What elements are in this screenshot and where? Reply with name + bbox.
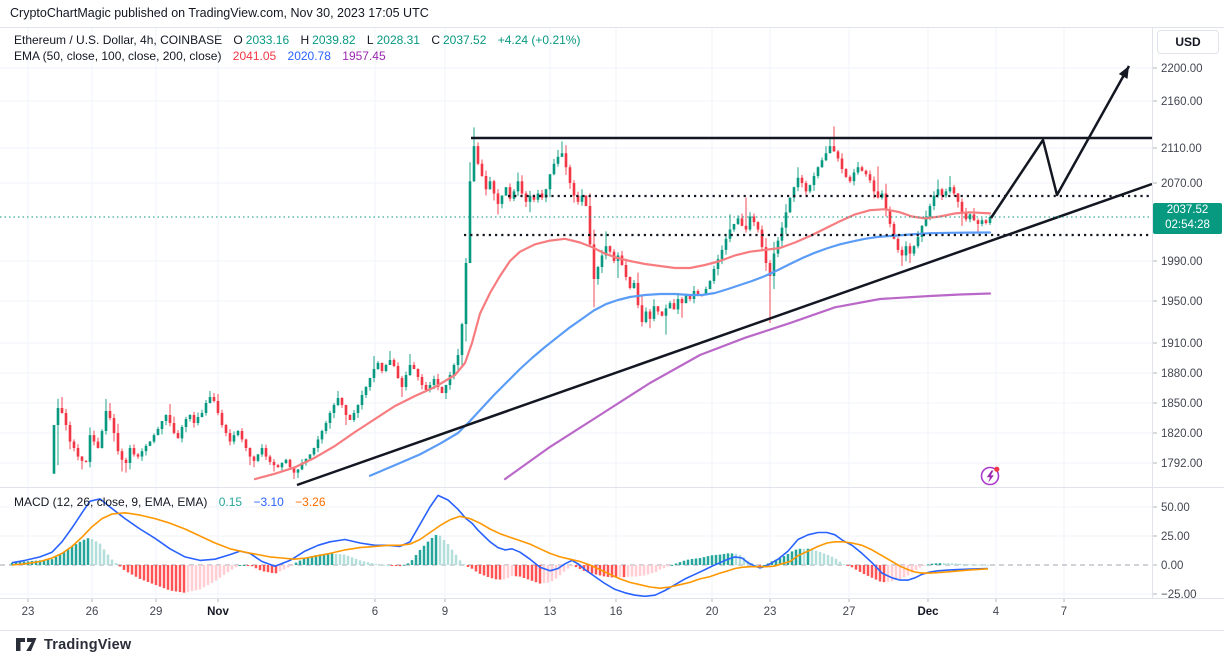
ema100-line	[368, 231, 992, 477]
price-axis[interactable]: 2200.00 2160.00 2110.00 2070.00 1990.00 1950.…	[1152, 63, 1203, 601]
axis-tick-label: 2160.00	[1161, 96, 1203, 108]
axis-tick-label: 1820.00	[1161, 428, 1203, 440]
axis-tick-label: 1880.00	[1161, 368, 1203, 380]
ohlc-h-value: 2039.82	[312, 33, 356, 47]
footer-bar: TradingView	[0, 630, 1224, 657]
price-axis-divider	[1152, 28, 1153, 598]
time-tick-label: 27	[843, 606, 856, 618]
time-tick-label: Nov	[207, 606, 229, 618]
time-axis-divider	[0, 598, 1224, 599]
axis-tick-label: 1792.00	[1161, 458, 1203, 470]
ohlc-o-value: 2033.16	[245, 33, 290, 47]
time-tick-label: 26	[86, 606, 99, 618]
axis-tick-label: 2070.00	[1161, 178, 1203, 190]
macd-line-value: −3.10	[253, 495, 284, 509]
ohlc-l-value: 2028.31	[376, 33, 420, 47]
axis-tick-label: 2110.00	[1161, 143, 1202, 155]
time-tick-label: 23	[764, 606, 777, 618]
ohlc-c-value: 2037.52	[443, 33, 487, 47]
macd-line	[11, 494, 989, 597]
ema100-value: 2020.78	[287, 49, 331, 63]
currency-scale-button[interactable]: USD	[1157, 30, 1219, 54]
ohlc-o-label: O	[233, 33, 243, 47]
publish-header: CryptoChartMagic published on TradingVie…	[10, 6, 429, 20]
axis-tick-label: 1990.00	[1161, 256, 1203, 268]
axis-tick-label: 1850.00	[1161, 398, 1203, 410]
time-tick-label: 4	[993, 606, 1000, 618]
time-tick-label: 23	[22, 606, 35, 618]
ohlc-change: +4.24 (+0.21%)	[497, 33, 581, 47]
macd-hist-value: 0.15	[218, 495, 243, 509]
symbol-legend: Ethereum / U.S. Dollar, 4h, COINBASE O 20…	[14, 33, 580, 47]
header-divider	[0, 27, 1224, 28]
pane-divider[interactable]	[0, 487, 1224, 488]
time-tick-label: 7	[1061, 606, 1067, 618]
axis-tick-label: 50.00	[1161, 502, 1190, 514]
projection-arrowhead	[1118, 66, 1129, 79]
macd-signal-value: −3.26	[295, 495, 326, 509]
macd-signal-line	[11, 511, 989, 589]
reaction-lightning-icon[interactable]	[980, 466, 1000, 486]
ohlc-h-label: H	[300, 33, 310, 47]
projection-arrow[interactable]	[989, 65, 1131, 219]
time-axis[interactable]: 23 26 29 Nov 6 9 13 16 20 23 27 Dec 4 7	[22, 598, 1068, 618]
ema50-value: 2041.05	[232, 49, 277, 63]
time-tick-label: 6	[372, 606, 378, 618]
axis-tick-label: 2200.00	[1161, 63, 1203, 75]
axis-tick-label: −25.00	[1161, 589, 1197, 601]
macd-pane[interactable]	[10, 494, 990, 597]
ema50-line	[253, 208, 992, 481]
last-price-badge: 2037.52 02:54:28	[1153, 203, 1222, 234]
grid-lines	[0, 28, 1152, 598]
axis-tick-label: 25.00	[1161, 531, 1190, 543]
macd-legend-label: MACD (12, 26, close, 9, EMA, EMA)	[14, 495, 208, 509]
tradingview-brand-text[interactable]: TradingView	[44, 636, 132, 653]
time-tick-label: 29	[150, 606, 163, 618]
last-price-value: 2037.52	[1166, 204, 1209, 216]
ema200-line	[503, 292, 992, 481]
time-tick-label: Dec	[917, 606, 939, 618]
price-pane[interactable]	[52, 126, 992, 481]
ema200-value: 1957.45	[342, 49, 386, 63]
ema-legend: EMA (50, close, 100, close, 200, close) …	[14, 49, 386, 63]
tradingview-logo-icon[interactable]	[16, 638, 37, 651]
time-tick-label: 20	[706, 606, 719, 618]
ohlc-c-label: C	[431, 33, 440, 47]
symbol-title: Ethereum / U.S. Dollar, 4h, COINBASE	[14, 33, 223, 47]
ohlc-l-label: L	[366, 33, 374, 47]
ema-legend-label: EMA (50, close, 100, close, 200, close)	[14, 49, 222, 63]
ascending-trendline[interactable]	[296, 182, 1153, 487]
axis-tick-label: 1950.00	[1161, 296, 1203, 308]
axis-tick-label: 1910.00	[1161, 338, 1203, 350]
macd-legend: MACD (12, 26, close, 9, EMA, EMA) 0.15 −…	[14, 495, 326, 509]
time-tick-label: 13	[544, 606, 557, 618]
bar-countdown: 02:54:28	[1165, 219, 1210, 231]
time-tick-label: 9	[442, 606, 448, 618]
axis-tick-label: 0.00	[1161, 560, 1183, 572]
time-tick-label: 16	[610, 606, 623, 618]
